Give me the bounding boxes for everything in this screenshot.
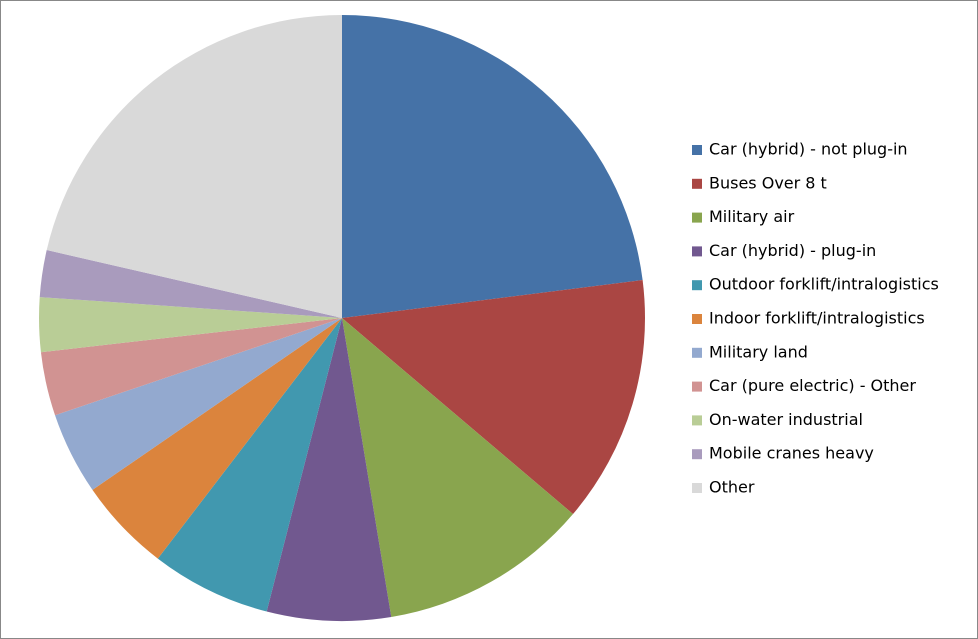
pie-slice [39,297,343,353]
pie-slice [40,318,343,416]
legend-swatch [692,381,702,392]
pie-slice [92,318,342,559]
legend-swatch [692,314,702,324]
pie-slice [342,15,643,318]
legend-swatch [692,246,702,257]
legend-label: Other [709,478,755,497]
pie-slice [55,318,343,490]
legend-swatch [692,483,702,493]
pie-slice [342,318,574,617]
legend-swatch [692,449,702,460]
legend-label: Outdoor forklift/intralogistics [709,275,939,294]
legend-swatch [692,415,702,426]
pie-slice [39,250,342,318]
pie-slice [342,280,646,515]
legend-label: Car (hybrid) - plug-in [709,241,876,260]
pie-slice [157,318,342,612]
legend-swatch [692,145,702,155]
legend-label: On-water industrial [709,410,863,429]
pie-slice [46,15,343,318]
legend-label: Mobile cranes heavy [709,444,874,463]
legend-swatch [692,347,702,358]
legend-label: Buses Over 8 t [709,173,827,192]
legend-swatch [692,280,702,291]
legend-label: Car (hybrid) - not plug-in [709,140,908,159]
legend-swatch [692,212,702,223]
pie-slice [266,318,392,622]
legend-label: Car (pure electric) - Other [709,376,916,395]
legend-label: Military air [709,207,795,226]
legend-swatch [692,178,702,189]
legend-label: Military land [709,342,808,361]
legend-label: Indoor forklift/intralogistics [709,309,925,328]
